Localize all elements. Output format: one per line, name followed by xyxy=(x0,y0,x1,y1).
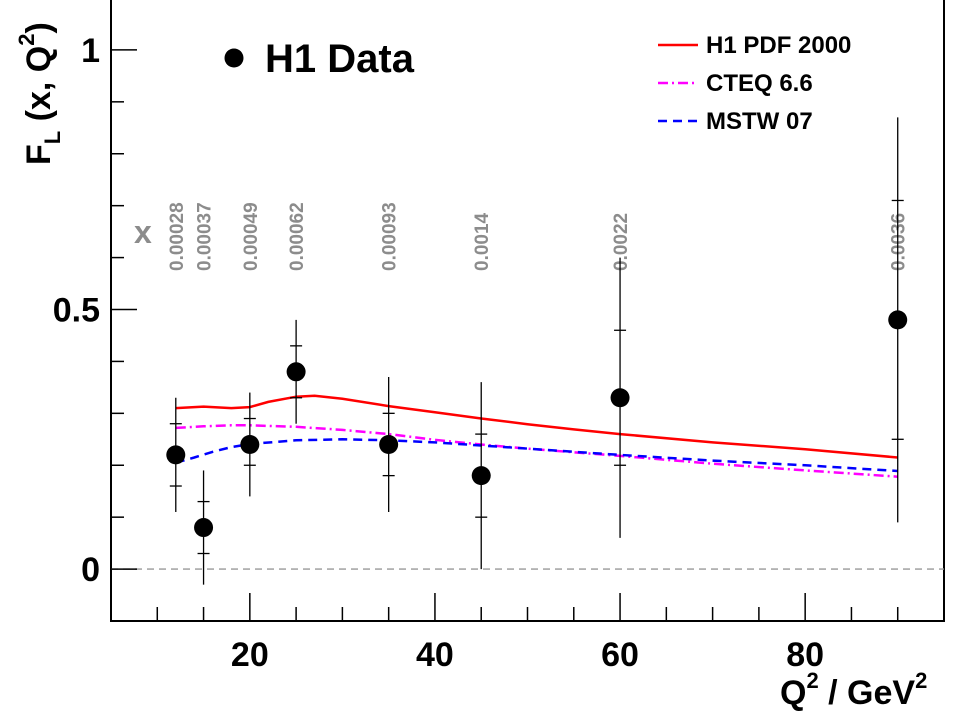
data-point xyxy=(286,319,306,424)
x-value-annotation: 0.0022 xyxy=(611,213,632,271)
data-marker xyxy=(888,310,908,330)
x-value-annotation: 0.00037 xyxy=(195,202,216,271)
data-marker xyxy=(166,445,186,465)
data-legend-marker xyxy=(224,48,244,68)
x-value-annotation: 0.00062 xyxy=(287,202,308,271)
x-axis-title: Q2 / GeV2 xyxy=(780,668,927,712)
data-point xyxy=(610,257,630,538)
legend-label-mstw: MSTW 07 xyxy=(706,108,813,135)
data-legend-label: H1 Data xyxy=(265,37,415,81)
data-marker xyxy=(379,434,399,454)
y-tick-label: 0 xyxy=(81,551,100,589)
data-marker xyxy=(194,518,214,538)
y-axis-title: FL (x, Q2) xyxy=(14,22,65,165)
x-value-annotation: 0.00028 xyxy=(167,202,188,271)
x-symbol-label: x xyxy=(134,214,152,250)
data-marker xyxy=(286,362,306,382)
svg-text:FL (x, Q2): FL (x, Q2) xyxy=(14,22,65,165)
data-marker xyxy=(471,466,491,486)
data-point xyxy=(194,470,214,585)
data-legend: H1 Data xyxy=(224,37,415,81)
x-tick-label: 20 xyxy=(231,636,269,674)
curve-legend: H1 PDF 2000 CTEQ 6.6 MSTW 07 xyxy=(658,32,851,135)
data-point xyxy=(240,392,260,497)
data-marker xyxy=(240,434,260,454)
plot-frame xyxy=(110,0,945,622)
x-value-annotation: 0.00049 xyxy=(241,202,262,271)
x-tick-label: 40 xyxy=(416,636,454,674)
data-marker xyxy=(610,388,630,408)
y-tick-label: 0.5 xyxy=(53,292,100,330)
x-value-annotation: 0.0036 xyxy=(889,213,910,271)
x-value-annotation: 0.00093 xyxy=(380,202,401,271)
x-tick-label: 80 xyxy=(786,636,824,674)
data-point xyxy=(166,397,186,512)
data-point xyxy=(888,117,908,523)
data-point xyxy=(471,382,491,570)
x-tick-label: 60 xyxy=(601,636,639,674)
series-curve-1 xyxy=(175,424,898,478)
legend-label-h1pdf: H1 PDF 2000 xyxy=(706,32,851,59)
y-tick-label: 1 xyxy=(81,32,100,70)
legend-label-cteq: CTEQ 6.6 xyxy=(706,70,813,97)
data-point xyxy=(379,376,399,512)
x-value-annotation: 0.0014 xyxy=(472,212,493,271)
series-curve-2 xyxy=(175,438,898,473)
